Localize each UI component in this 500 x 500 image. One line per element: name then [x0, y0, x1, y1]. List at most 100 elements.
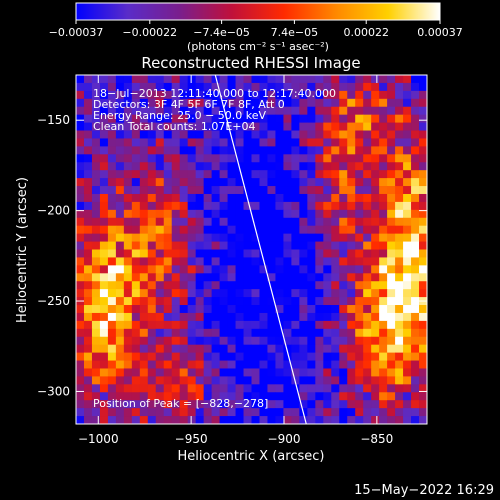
heatmap-cell — [339, 154, 348, 163]
heatmap-cell — [227, 193, 236, 203]
heatmap-cell — [419, 98, 427, 108]
heatmap-cell — [251, 90, 260, 100]
heatmap-cell — [315, 257, 324, 266]
heatmap-cell — [211, 209, 220, 219]
heatmap-cell — [123, 170, 133, 179]
heatmap-cell — [379, 209, 388, 219]
heatmap-cell — [251, 416, 260, 424]
heatmap-cell — [259, 233, 268, 242]
heatmap-cell — [419, 368, 427, 377]
heatmap-cell — [259, 376, 268, 385]
heatmap-cell — [243, 305, 252, 314]
heatmap-cell — [339, 106, 348, 116]
heatmap-cell — [107, 130, 117, 139]
heatmap-cell — [307, 320, 316, 330]
heatmap-cell — [99, 305, 109, 314]
heatmap-cell — [76, 289, 85, 298]
heatmap-cell — [147, 297, 157, 306]
heatmap-cell — [195, 225, 205, 235]
heatmap-cell — [267, 170, 276, 179]
heatmap-cell — [155, 408, 165, 417]
heatmap-cell — [171, 336, 181, 346]
heatmap-cell — [227, 201, 236, 211]
heatmap-cell — [275, 209, 284, 219]
heatmap-cell — [171, 352, 181, 361]
heatmap-cell — [179, 98, 189, 108]
heatmap-cell — [339, 225, 348, 235]
heatmap-cell — [411, 320, 420, 330]
heatmap-cell — [251, 376, 260, 385]
heatmap-cell — [76, 265, 85, 274]
heatmap-cell — [76, 392, 85, 401]
heatmap-cell — [339, 138, 348, 147]
heatmap-cell — [387, 90, 396, 100]
heatmap-cell — [395, 154, 404, 163]
heatmap-cell — [83, 193, 93, 203]
heatmap-cell — [107, 344, 117, 354]
heatmap-cell — [355, 154, 364, 163]
heatmap-cell — [291, 392, 300, 401]
heatmap-cell — [387, 376, 396, 385]
heatmap-cell — [171, 289, 181, 298]
heatmap-cell — [76, 162, 85, 171]
heatmap-cell — [275, 273, 284, 282]
heatmap-cell — [131, 273, 141, 282]
heatmap-cell — [387, 416, 396, 424]
heatmap-cell — [331, 106, 340, 116]
heatmap-cell — [379, 75, 388, 84]
heatmap-cell — [299, 281, 308, 290]
heatmap-cell — [283, 241, 292, 250]
heatmap-cell — [291, 368, 300, 377]
heatmap-cell — [323, 312, 332, 322]
heatmap-cell — [179, 352, 189, 361]
heatmap-cell — [307, 122, 316, 131]
heatmap-cell — [299, 249, 308, 258]
heatmap-cell — [251, 257, 260, 266]
heatmap-cell — [107, 384, 117, 393]
heatmap-cell — [307, 305, 316, 314]
heatmap-cell — [227, 170, 236, 179]
heatmap-cell — [251, 320, 260, 330]
heatmap-cell — [76, 257, 85, 266]
heatmap-cell — [419, 209, 427, 219]
heatmap-cell — [387, 360, 396, 369]
heatmap-cell — [203, 320, 213, 330]
heatmap-cell — [363, 233, 372, 242]
heatmap-cell — [331, 344, 340, 354]
heatmap-cell — [259, 162, 268, 171]
heatmap-cell — [227, 146, 236, 155]
heatmap-cell — [123, 297, 133, 306]
heatmap-cell — [419, 392, 427, 401]
heatmap-cell — [91, 225, 101, 235]
heatmap-cell — [387, 193, 396, 203]
heatmap-cell — [235, 408, 244, 417]
heatmap-cell — [347, 193, 356, 203]
heatmap-cell — [179, 392, 189, 401]
heatmap-cell — [147, 162, 157, 171]
heatmap-cell — [155, 273, 165, 282]
heatmap-cell — [411, 170, 420, 179]
heatmap-cell — [155, 352, 165, 361]
heatmap-cell — [355, 273, 364, 282]
heatmap-cell — [347, 344, 356, 354]
heatmap-cell — [371, 162, 380, 171]
heatmap-cell — [283, 217, 292, 227]
heatmap-cell — [347, 138, 356, 147]
heatmap-cell — [259, 392, 268, 401]
heatmap-cell — [155, 146, 165, 155]
heatmap-cell — [315, 130, 324, 139]
heatmap-cell — [235, 114, 244, 123]
heatmap-cell — [267, 146, 276, 155]
heatmap-cell — [203, 328, 213, 338]
heatmap-cell — [123, 154, 133, 163]
heatmap-cell — [147, 289, 157, 298]
heatmap-cell — [403, 162, 412, 171]
heatmap-cell — [419, 90, 427, 100]
heatmap-cell — [115, 170, 125, 179]
heatmap-cell — [179, 297, 189, 306]
heatmap-cell — [107, 217, 117, 227]
heatmap-cell — [403, 98, 412, 108]
heatmap-cell — [387, 368, 396, 377]
heatmap-cell — [107, 233, 117, 242]
heatmap-cell — [299, 265, 308, 274]
